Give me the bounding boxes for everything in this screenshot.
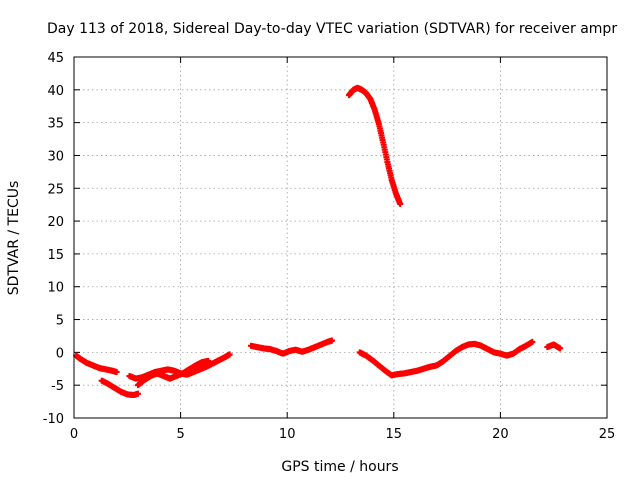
y-tick-label: 45 xyxy=(47,51,64,66)
x-axis-title: GPS time / hours xyxy=(281,459,398,475)
data-point xyxy=(328,337,335,344)
y-tick-label: 5 xyxy=(56,314,64,329)
data-point xyxy=(134,390,141,397)
data-point xyxy=(529,338,536,345)
x-tick-label: 0 xyxy=(70,427,78,442)
y-tick-label: 30 xyxy=(47,149,64,164)
data-point xyxy=(557,345,564,352)
y-tick-label: 0 xyxy=(56,346,64,361)
series-trace-a xyxy=(73,352,120,376)
grid-lines xyxy=(74,57,607,418)
x-tick-label: 15 xyxy=(386,427,403,442)
data-point xyxy=(205,357,212,364)
y-tick-label: -10 xyxy=(43,412,64,427)
y-tick-label: 20 xyxy=(47,215,64,230)
y-tick-label: 10 xyxy=(47,281,64,296)
series-trace-h xyxy=(544,341,564,352)
x-tick-label: 10 xyxy=(279,427,296,442)
y-axis-title: SDTVAR / TECUs xyxy=(6,181,22,296)
data-marks xyxy=(73,84,564,399)
y-tick-label: 40 xyxy=(47,84,64,99)
y-tick-label: 25 xyxy=(47,182,64,197)
x-tick-label: 5 xyxy=(176,427,184,442)
y-tick-label: 15 xyxy=(47,248,64,263)
chart-title: Day 113 of 2018, Sidereal Day-to-day VTE… xyxy=(47,21,617,37)
data-point xyxy=(113,369,120,376)
series-trace-e xyxy=(247,337,335,357)
axis-ticks xyxy=(73,56,608,419)
y-tick-label: -5 xyxy=(51,379,64,394)
series-trace-d xyxy=(134,357,212,389)
x-tick-label: 25 xyxy=(599,427,616,442)
y-tick-labels: -10 -5 0 5 10 15 20 25 30 35 40 45 xyxy=(43,51,64,427)
plot-frame xyxy=(73,56,608,419)
data-point xyxy=(397,201,404,208)
series-trace-g xyxy=(356,338,536,379)
series-trace-f xyxy=(346,84,404,208)
x-tick-labels: 0 5 10 15 20 25 xyxy=(70,427,615,442)
y-tick-label: 35 xyxy=(47,117,64,132)
x-tick-label: 20 xyxy=(492,427,509,442)
data-point xyxy=(226,351,233,358)
series-trace-b xyxy=(98,377,141,399)
